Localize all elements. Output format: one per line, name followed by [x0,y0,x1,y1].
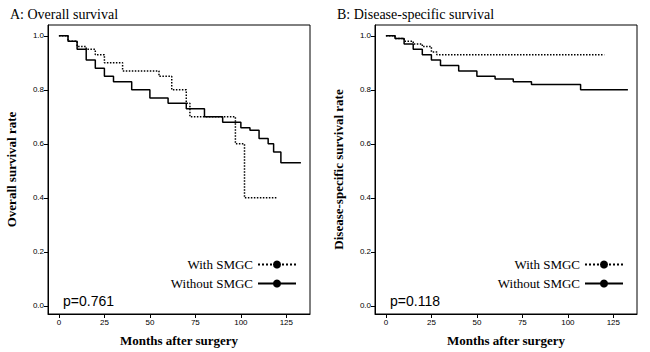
svg-text:0.2: 0.2 [360,247,372,256]
svg-text:0: 0 [57,318,62,327]
svg-text:50: 50 [472,318,481,327]
svg-text:Without SMGC: Without SMGC [171,276,253,291]
svg-text:B: Disease-specific survival: B: Disease-specific survival [337,7,494,22]
svg-text:0.4: 0.4 [360,193,372,202]
svg-text:0.0: 0.0 [33,301,45,310]
svg-text:0: 0 [384,318,389,327]
svg-text:0.4: 0.4 [33,193,45,202]
svg-text:50: 50 [145,318,154,327]
svg-text:With SMGC: With SMGC [514,257,580,272]
svg-text:Months after surgery: Months after surgery [447,333,566,348]
svg-text:With SMGC: With SMGC [187,257,253,272]
svg-text:100: 100 [561,318,575,327]
svg-text:125: 125 [607,318,621,327]
svg-text:Disease-specific survival rate: Disease-specific survival rate [331,89,346,250]
svg-text:1.0: 1.0 [360,31,372,40]
svg-text:Overall survival rate: Overall survival rate [4,112,19,228]
svg-text:0.8: 0.8 [33,85,45,94]
svg-text:A: Overall survival: A: Overall survival [10,7,118,22]
svg-text:25: 25 [427,318,436,327]
svg-text:0.8: 0.8 [360,85,372,94]
svg-text:75: 75 [518,318,527,327]
svg-text:Months after surgery: Months after surgery [120,333,239,348]
svg-text:25: 25 [100,318,109,327]
svg-text:125: 125 [280,318,294,327]
svg-text:0.6: 0.6 [360,139,372,148]
svg-text:75: 75 [191,318,200,327]
svg-text:0.6: 0.6 [33,139,45,148]
svg-text:0.0: 0.0 [360,301,372,310]
svg-text:p=0.761: p=0.761 [63,293,114,309]
svg-text:100: 100 [234,318,248,327]
svg-text:1.0: 1.0 [33,31,45,40]
svg-text:0.2: 0.2 [33,247,45,256]
svg-text:Without SMGC: Without SMGC [498,276,580,291]
svg-text:p=0.118: p=0.118 [390,293,440,309]
